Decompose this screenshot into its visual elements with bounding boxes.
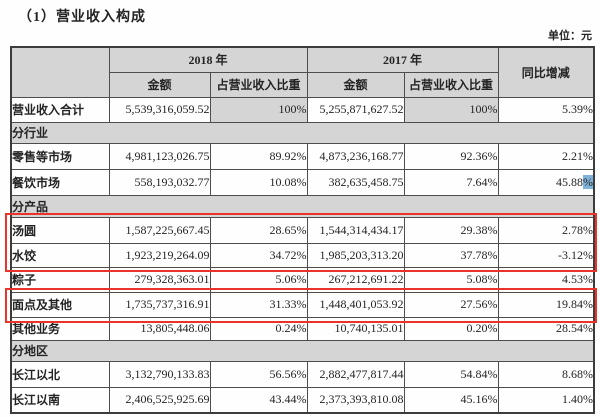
cell-label: 营业收入合计 (10, 96, 110, 123)
corner-cell (10, 46, 110, 98)
row-zongzi: 粽子 279,328,363.01 5.06% 267,212,691.22 5… (10, 266, 595, 293)
cell-share-2018: 100% (209, 96, 308, 123)
cell-share-2017: 54.84% (403, 360, 499, 388)
cell-yoy: 2.21% (497, 142, 595, 170)
header-amount-2017: 金额 (306, 71, 405, 98)
cell-share-2017: 5.08% (403, 266, 499, 293)
cell-yoy: 5.39% (497, 96, 595, 123)
cell-amount-2018: 4,981,123,026.75 (108, 142, 211, 170)
section-label: 分行业 (10, 121, 595, 144)
header-2017: 2017 年 (306, 46, 499, 73)
cell-amount-2017: 10,740,135.01 (306, 316, 405, 341)
cell-label: 长江以北 (10, 360, 110, 388)
cell-share-2018: 34.72% (209, 242, 308, 268)
cell-share-2017: 100% (403, 96, 499, 123)
cell-share-2017: 0.20% (403, 316, 499, 341)
header-share-2017: 占营业收入比重 (403, 71, 499, 98)
cell-amount-2018: 1,923,219,264.09 (108, 242, 211, 268)
header-yoy: 同比增减 (497, 46, 595, 98)
cell-amount-2018: 5,539,316,059.52 (108, 96, 211, 123)
cell-label: 水饺 (10, 242, 110, 268)
page-title: （1）营业收入构成 (18, 10, 146, 25)
cell-yoy: 4.53% (497, 266, 595, 293)
cell-amount-2017: 1,544,314,434.17 (306, 216, 405, 244)
cell-amount-2017: 5,255,871,627.52 (306, 96, 405, 123)
cell-share-2018: 5.06% (209, 266, 308, 293)
row-section-by-region: 分地区 (10, 339, 595, 362)
row-north-of-yangtze: 长江以北 3,132,790,133.83 56.56% 2,882,477,8… (10, 360, 595, 388)
row-total-revenue: 营业收入合计 5,539,316,059.52 100% 5,255,871,6… (10, 96, 595, 123)
cell-amount-2018: 1,587,225,667.45 (108, 216, 211, 244)
cell-label: 粽子 (10, 266, 110, 293)
row-dumplings: 水饺 1,923,219,264.09 34.72% 1,985,203,313… (10, 242, 595, 268)
cell-share-2018: 10.08% (209, 168, 308, 196)
cell-amount-2018: 2,406,525,925.69 (108, 386, 211, 414)
cell-share-2017: 92.36% (403, 142, 499, 170)
cell-share-2017: 45.16% (403, 386, 499, 414)
cell-label: 餐饮市场 (10, 168, 110, 196)
yoy-selected-percent: % (583, 174, 594, 189)
cell-share-2017: 37.78% (403, 242, 499, 268)
cell-amount-2018: 279,328,363.01 (108, 266, 211, 293)
cell-yoy: 8.68% (497, 360, 595, 388)
cell-amount-2018: 1,735,737,316.91 (108, 291, 211, 318)
cell-share-2017: 7.64% (403, 168, 499, 196)
cell-share-2018: 43.44% (209, 386, 308, 414)
cell-share-2018: 89.92% (209, 142, 308, 170)
cell-amount-2018: 3,132,790,133.83 (108, 360, 211, 388)
section-label: 分地区 (10, 339, 595, 362)
row-pastry-and-others: 面点及其他 1,735,737,316.91 31.33% 1,448,401,… (10, 291, 595, 318)
cell-yoy: 1.40% (497, 386, 595, 414)
cell-yoy: 2.78% (497, 216, 595, 244)
row-south-of-yangtze: 长江以南 2,406,525,925.69 43.44% 2,373,393,8… (10, 386, 595, 414)
row-section-by-industry: 分行业 (10, 121, 595, 144)
header-share-2018: 占营业收入比重 (209, 71, 308, 98)
cell-amount-2017: 2,882,477,817.44 (306, 360, 405, 388)
unit-label: 单位：元 (548, 30, 592, 42)
cell-share-2017: 29.38% (403, 216, 499, 244)
row-section-by-product: 分产品 (10, 194, 595, 218)
header-amount-2018: 金额 (108, 71, 211, 98)
row-catering-market: 餐饮市场 558,193,032.77 10.08% 382,635,458.7… (10, 168, 595, 196)
cell-label: 汤圆 (10, 216, 110, 244)
cell-amount-2017: 2,373,393,810.08 (306, 386, 405, 414)
header-row-metrics: 金额 占营业收入比重 金额 占营业收入比重 (11, 71, 594, 98)
cell-label: 长江以南 (10, 386, 110, 414)
cell-amount-2017: 382,635,458.75 (306, 168, 405, 196)
cell-amount-2018: 13,805,448.06 (108, 316, 211, 341)
cell-amount-2017: 1,448,401,053.92 (306, 291, 405, 318)
cell-label: 零售等市场 (10, 142, 110, 170)
cell-share-2018: 56.56% (209, 360, 308, 388)
cell-yoy: -3.12% (497, 242, 595, 268)
cell-share-2018: 28.65% (209, 216, 308, 244)
cell-yoy: 19.84% (497, 291, 595, 318)
header-row-years: 2018 年 2017 年 同比增减 (10, 46, 595, 98)
yoy-value: 45.88 (556, 174, 584, 189)
cell-share-2017: 27.56% (403, 291, 499, 318)
cell-amount-2017: 267,212,691.22 (306, 266, 405, 293)
header-2018: 2018 年 (108, 46, 308, 73)
cell-amount-2017: 1,985,203,313.20 (306, 242, 405, 268)
cell-yoy: 45.88% (497, 168, 595, 196)
cell-share-2018: 31.33% (209, 291, 308, 318)
row-retail-market: 零售等市场 4,981,123,026.75 89.92% 4,873,236,… (10, 142, 595, 170)
row-other-business: 其他业务 13,805,448.06 0.24% 10,740,135.01 0… (10, 316, 595, 341)
cell-share-2018: 0.24% (209, 316, 308, 341)
cell-label: 面点及其他 (10, 291, 110, 318)
row-tangyuan: 汤圆 1,587,225,667.45 28.65% 1,544,314,434… (10, 216, 595, 244)
cell-yoy: 28.54% (497, 316, 595, 341)
cell-label: 其他业务 (10, 316, 110, 341)
section-label: 分产品 (10, 194, 595, 218)
cell-amount-2017: 4,873,236,168.77 (306, 142, 405, 170)
revenue-composition-table: 2018 年 2017 年 同比增减 金额 占营业收入比重 金额 占营业收入比重… (10, 46, 596, 414)
cell-amount-2018: 558,193,032.77 (108, 168, 211, 196)
